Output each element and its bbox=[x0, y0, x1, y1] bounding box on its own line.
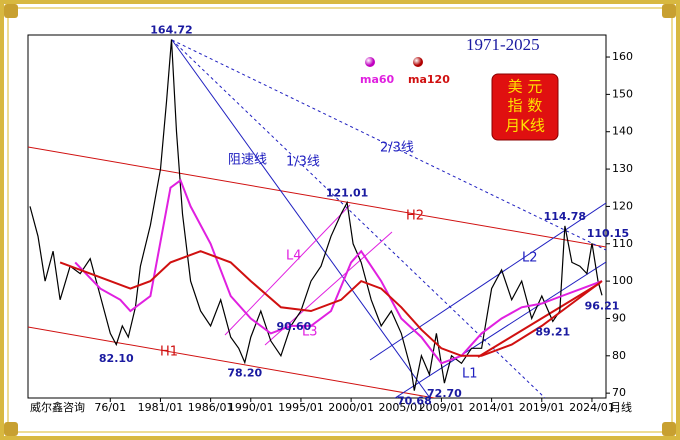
y-tick-label: 140 bbox=[612, 125, 633, 138]
trend-lines bbox=[28, 39, 606, 398]
x-tick-label: 1990/01 bbox=[228, 401, 274, 414]
line-label: L1 bbox=[462, 367, 478, 382]
y-tick-label: 150 bbox=[612, 87, 633, 100]
source: 威尔鑫咨询 bbox=[30, 400, 85, 414]
value-annotation: 90.60 bbox=[277, 320, 312, 333]
legend-swatch bbox=[365, 57, 375, 67]
value-annotation: 82.10 bbox=[99, 352, 134, 365]
line-label: 1/3线 bbox=[286, 155, 320, 170]
value-annotation: 164.72 bbox=[150, 23, 192, 36]
x-tick-label: 2009/01 bbox=[419, 401, 465, 414]
line-label: L4 bbox=[286, 249, 302, 264]
x-tick-label: 1995/01 bbox=[278, 401, 324, 414]
x-tick-label: 1986/01 bbox=[188, 401, 234, 414]
x-tick-label: 2000/01 bbox=[328, 401, 374, 414]
x-tick-label: 76/01 bbox=[94, 401, 126, 414]
value-annotation: 78.20 bbox=[227, 367, 262, 380]
y-tick-label: 160 bbox=[612, 50, 633, 63]
x-tick-label: 2019/01 bbox=[519, 401, 565, 414]
y-tick-label: 100 bbox=[612, 274, 633, 287]
label-box bbox=[491, 73, 559, 141]
series-group bbox=[29, 39, 603, 391]
value-annotation: 110.15 bbox=[587, 227, 629, 240]
box-text: 美 元 bbox=[508, 78, 543, 96]
line-label: 2/3线 bbox=[380, 141, 414, 156]
y-tick-label: 120 bbox=[612, 199, 633, 212]
x-tick-label: 2014/01 bbox=[469, 401, 515, 414]
box-text: 指 数 bbox=[508, 97, 543, 115]
value-annotation: 96.21 bbox=[585, 299, 620, 312]
x-tick-label: 2024/01 bbox=[569, 401, 615, 414]
line-label: L2 bbox=[522, 251, 538, 266]
y-tick-label: 90 bbox=[612, 311, 626, 324]
line-labels: 阻速线 1/3线 2/3线 H2 H1 L1 L2 L3 L4 bbox=[160, 141, 538, 382]
y-tick-label: 110 bbox=[612, 237, 633, 250]
x-unit: 月线 bbox=[610, 400, 632, 414]
y-tick-label: 130 bbox=[612, 162, 633, 175]
value-annotation: 72.70 bbox=[427, 387, 462, 400]
line-label: 阻速线 bbox=[228, 153, 267, 168]
series-line bbox=[59, 250, 603, 357]
line-label: H1 bbox=[160, 345, 178, 360]
legend-label: ma60 bbox=[360, 73, 395, 86]
chart-title: 1971-2025 bbox=[466, 35, 540, 54]
value-annotation: 114.78 bbox=[544, 210, 586, 223]
value-annotation: 70.68 bbox=[397, 395, 432, 408]
legend-swatch bbox=[413, 57, 423, 67]
series-line bbox=[74, 178, 603, 365]
line-label: L3 bbox=[302, 325, 318, 340]
x-tick-label: 2005/01 bbox=[378, 401, 424, 414]
legend-label: ma120 bbox=[408, 73, 450, 86]
y-tick-label: 70 bbox=[612, 386, 626, 399]
series-line bbox=[29, 39, 603, 391]
x-tick-label: 1981/01 bbox=[138, 401, 184, 414]
frame-inner bbox=[7, 7, 673, 433]
value-annotation: 89.21 bbox=[535, 325, 570, 338]
box-text: 月K线 bbox=[505, 117, 545, 135]
value-annotation: 121.01 bbox=[326, 187, 368, 200]
y-tick-label: 80 bbox=[612, 349, 626, 362]
line-label: H2 bbox=[406, 209, 424, 224]
corner-ornaments bbox=[4, 4, 676, 436]
